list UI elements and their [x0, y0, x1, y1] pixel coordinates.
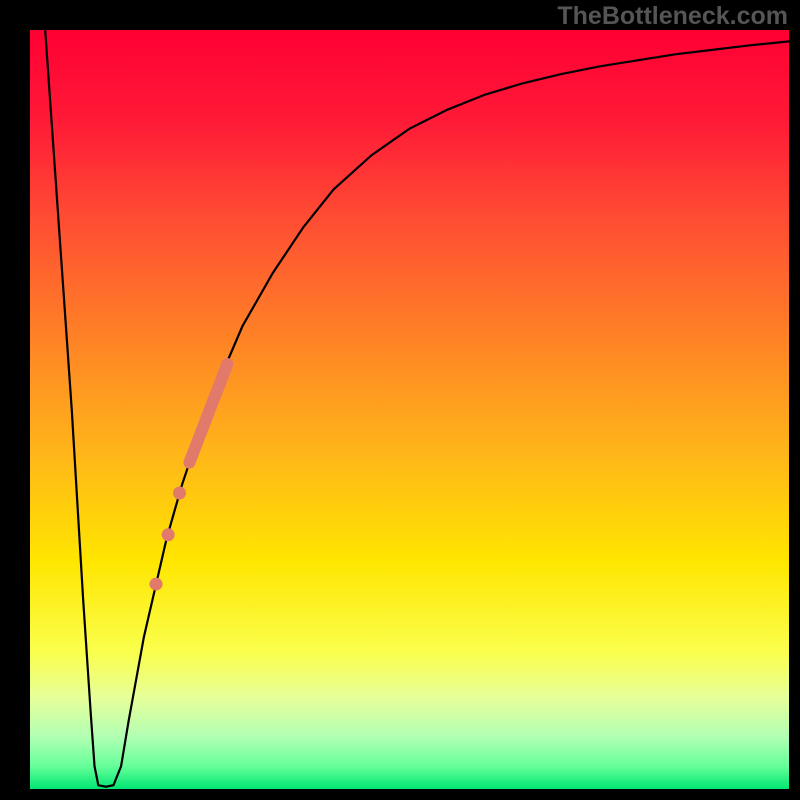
highlight-segment — [189, 364, 227, 463]
highlight-dot — [173, 486, 186, 499]
bottleneck-chart: TheBottleneck.com — [0, 0, 800, 800]
highlight-dot — [162, 528, 175, 541]
highlight-dot — [149, 578, 162, 591]
watermark-text: TheBottleneck.com — [557, 2, 788, 31]
curve-layer — [30, 30, 789, 789]
plot-area — [30, 30, 789, 789]
bottleneck-curve — [45, 30, 789, 787]
highlight-dots — [149, 486, 186, 590]
